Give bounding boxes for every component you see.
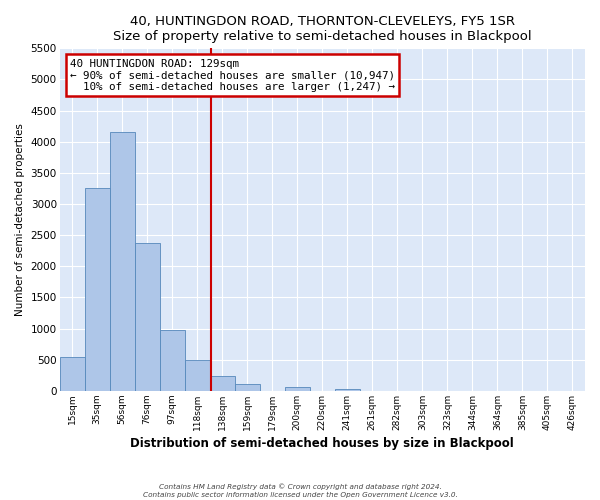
Bar [285, 387, 310, 391]
Bar [85, 188, 110, 391]
Bar [134, 242, 160, 391]
Bar [235, 384, 260, 391]
Bar [110, 132, 134, 391]
Text: Contains HM Land Registry data © Crown copyright and database right 2024.
Contai: Contains HM Land Registry data © Crown c… [143, 484, 457, 498]
Title: 40, HUNTINGDON ROAD, THORNTON-CLEVELEYS, FY5 1SR
Size of property relative to se: 40, HUNTINGDON ROAD, THORNTON-CLEVELEYS,… [113, 15, 532, 43]
Bar [160, 330, 185, 391]
Bar [335, 388, 360, 391]
Bar [185, 360, 210, 391]
Bar [59, 356, 85, 391]
Bar [210, 376, 235, 391]
X-axis label: Distribution of semi-detached houses by size in Blackpool: Distribution of semi-detached houses by … [130, 437, 514, 450]
Y-axis label: Number of semi-detached properties: Number of semi-detached properties [15, 123, 25, 316]
Text: 40 HUNTINGDON ROAD: 129sqm
← 90% of semi-detached houses are smaller (10,947)
  : 40 HUNTINGDON ROAD: 129sqm ← 90% of semi… [70, 58, 395, 92]
